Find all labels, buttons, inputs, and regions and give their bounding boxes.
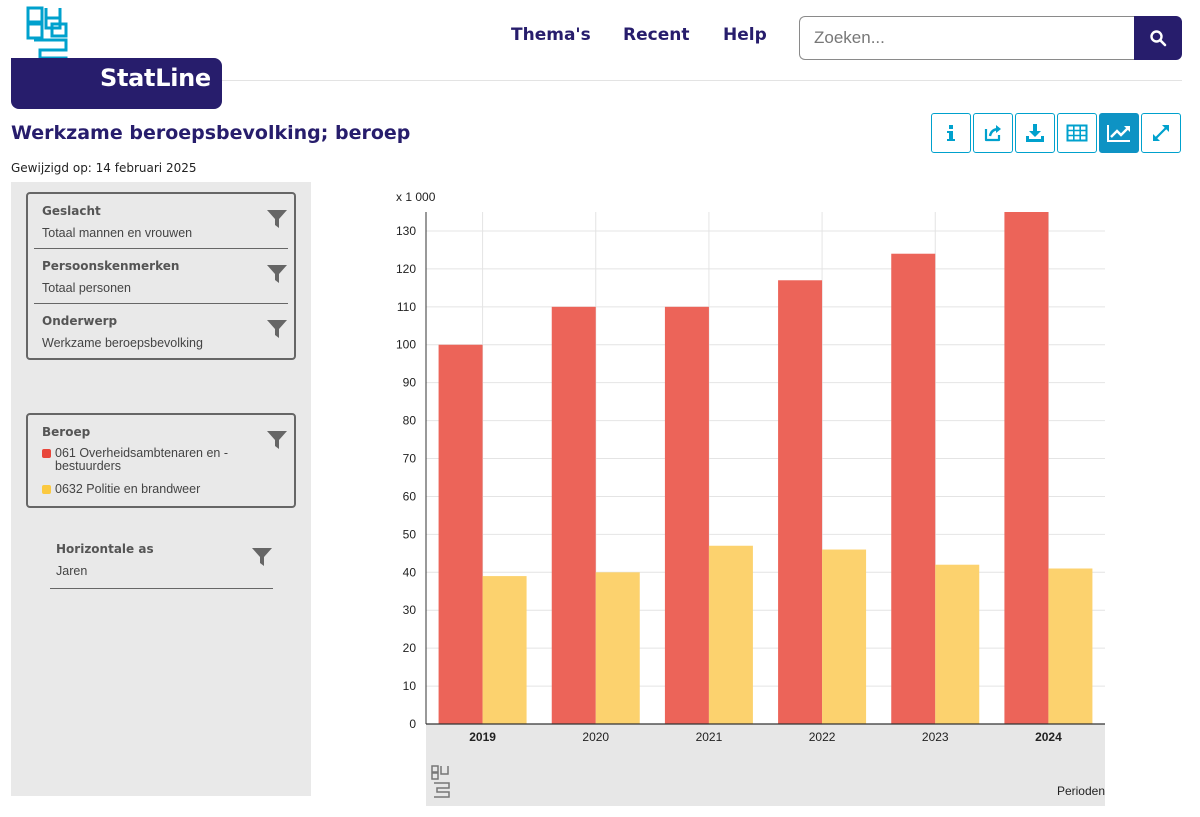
bar[interactable] (551, 306, 596, 724)
download-button[interactable] (1015, 113, 1055, 153)
page-title: Werkzame beroepsbevolking; beroep (11, 122, 411, 144)
download-icon (1026, 124, 1044, 142)
filter-name: Horizontale as (56, 542, 154, 556)
y-tick-label: 0 (409, 717, 416, 731)
filter-horizontale-as[interactable]: Horizontale as Jaren (50, 542, 273, 589)
header: StatLine Thema's Recent Help (0, 0, 1200, 112)
y-tick-label: 110 (397, 300, 416, 314)
y-tick-label: 10 (403, 679, 417, 693)
filter-icon[interactable] (266, 429, 288, 451)
y-tick-label: 50 (403, 527, 417, 541)
filter-value: Jaren (56, 564, 88, 578)
table-button[interactable] (1057, 113, 1097, 153)
search-icon (1150, 30, 1167, 47)
filter-name: Persoonskenmerken (42, 259, 180, 273)
nav-help[interactable]: Help (723, 25, 767, 45)
x-tick-label: 2022 (809, 730, 836, 744)
chart-button[interactable] (1099, 113, 1139, 153)
share-button[interactable] (973, 113, 1013, 153)
modified-date: Gewijzigd op: 14 februari 2025 (11, 161, 197, 175)
nav-recent[interactable]: Recent (623, 25, 690, 45)
search-button[interactable] (1134, 16, 1182, 60)
filter-geslacht[interactable]: Geslacht Totaal mannen en vrouwen (28, 194, 294, 248)
filter-value: Werkzame beroepsbevolking (42, 336, 203, 350)
search-box (799, 16, 1135, 60)
info-button[interactable] (931, 113, 971, 153)
filter-card-beroep: Beroep 061 Overheidsambtenaren en - best… (26, 413, 296, 508)
y-tick-label: 70 (403, 452, 417, 466)
x-axis-title: Perioden (1057, 784, 1105, 798)
bar[interactable] (708, 545, 753, 724)
x-axis-band (426, 724, 1105, 806)
filter-persoonskenmerken[interactable]: Persoonskenmerken Totaal personen (34, 248, 288, 303)
bar[interactable] (778, 280, 823, 724)
product-name[interactable]: StatLine (100, 64, 211, 92)
bar-chart: 0 10 20 30 40 50 60 70 80 90 100 110 120 130 2019 2020 2… (396, 190, 1105, 806)
legend-swatch (42, 485, 51, 494)
bar[interactable] (891, 253, 936, 725)
y-tick-label: 100 (396, 338, 416, 352)
fullscreen-button[interactable] (1141, 113, 1181, 153)
cbs-watermark-icon (431, 765, 450, 798)
bar[interactable] (664, 306, 709, 724)
y-tick-label: 20 (403, 641, 417, 655)
x-tick-label: 2023 (922, 730, 949, 744)
share-icon (984, 125, 1001, 142)
bar[interactable] (822, 549, 867, 724)
filter-value: Totaal personen (42, 281, 131, 295)
bar[interactable] (1004, 212, 1049, 724)
filter-name: Geslacht (42, 204, 101, 218)
nav-themas[interactable]: Thema's (511, 25, 591, 45)
bar[interactable] (1048, 568, 1093, 724)
chart-icon (1107, 125, 1130, 142)
table-icon (1066, 124, 1088, 142)
bar[interactable] (595, 572, 640, 724)
y-tick-label: 60 (403, 489, 417, 503)
filter-onderwerp[interactable]: Onderwerp Werkzame beroepsbevolking (34, 303, 288, 358)
x-tick-label: 2020 (582, 730, 609, 744)
y-tick-label: 120 (396, 262, 416, 276)
x-tick-label: 2021 (696, 730, 723, 744)
bar[interactable] (482, 576, 527, 724)
legend-item[interactable]: 0632 Politie en brandweer (42, 483, 280, 496)
x-tick-label: 2019 (469, 730, 496, 744)
filter-value: Totaal mannen en vrouwen (42, 226, 193, 240)
fullscreen-icon (1153, 125, 1169, 141)
y-tick-label: 30 (403, 603, 417, 617)
y-tick-label: 130 (396, 224, 416, 238)
filter-icon[interactable] (251, 546, 273, 568)
filter-icon[interactable] (266, 263, 288, 285)
x-tick-label: 2024 (1035, 730, 1062, 744)
y-tick-label: 90 (403, 376, 417, 390)
filter-beroep[interactable]: Beroep 061 Overheidsambtenaren en - best… (28, 415, 294, 506)
filter-icon[interactable] (266, 318, 288, 340)
filter-name: Onderwerp (42, 314, 118, 328)
toolbar (931, 113, 1181, 153)
info-icon (947, 125, 955, 141)
sidebar: Geslacht Totaal mannen en vrouwen Persoo… (11, 182, 311, 796)
filter-name: Beroep (42, 425, 91, 439)
search-input[interactable] (814, 17, 1114, 59)
y-tick-label: 40 (403, 565, 417, 579)
y-tick-label: 80 (403, 414, 417, 428)
statline-tab[interactable] (11, 58, 222, 109)
unit-label: x 1 000 (396, 190, 436, 204)
bar[interactable] (935, 564, 980, 724)
filter-card-dimensions: Geslacht Totaal mannen en vrouwen Persoo… (26, 192, 296, 360)
filter-icon[interactable] (266, 208, 288, 230)
header-divider (222, 80, 1182, 81)
legend-item[interactable]: 061 Overheidsambtenaren en - bestuurders (42, 447, 280, 473)
legend-swatch (42, 449, 51, 458)
bar[interactable] (438, 344, 483, 724)
legend-label: 061 Overheidsambtenaren en - bestuurders (55, 446, 229, 473)
legend-label: 0632 Politie en brandweer (55, 482, 201, 496)
